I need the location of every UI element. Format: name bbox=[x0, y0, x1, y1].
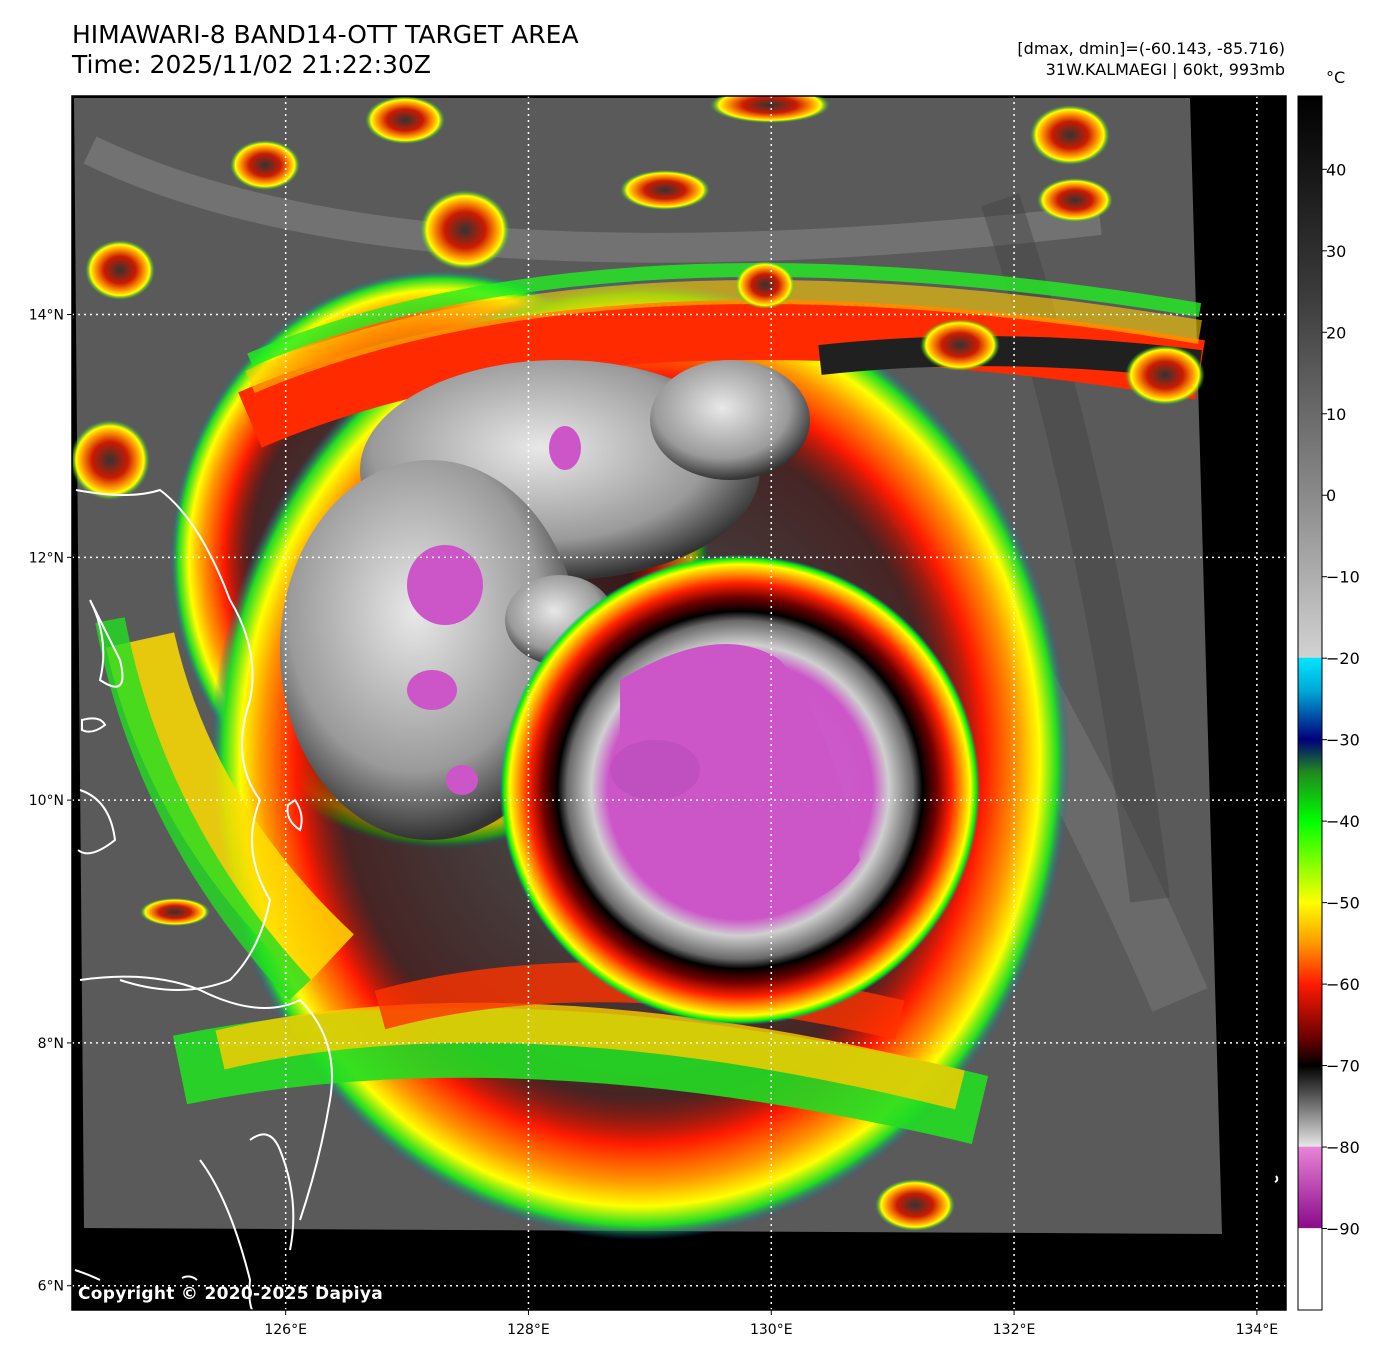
colorbar-tick-label: −30 bbox=[1326, 731, 1360, 750]
lat-tick-label: 12°N bbox=[29, 550, 64, 566]
lon-tick-label: 130°E bbox=[750, 1322, 793, 1338]
colorbar-gradient bbox=[1297, 95, 1323, 1311]
graticule bbox=[72, 96, 1286, 1310]
axis-labels: 14°N 12°N 10°N 8°N 6°N 126°E 128°E 130°E 132°E 13… bbox=[29, 308, 1278, 1338]
copyright-text: Copyright © 2020-2025 Dapiya bbox=[78, 1284, 383, 1304]
lon-tick-label: 134°E bbox=[1236, 1322, 1279, 1338]
colorbar-tick-label: −60 bbox=[1326, 975, 1360, 994]
lat-tick-label: 6°N bbox=[38, 1279, 64, 1295]
plot-frame bbox=[71, 95, 1287, 1311]
lat-tick-label: 10°N bbox=[29, 793, 64, 809]
lon-tick-label: 126°E bbox=[264, 1322, 307, 1338]
temperature-colorbar: 40 30 20 10 0 −10 −20 −30 −40 −50 −60 −70 −80 −90 bbox=[1297, 95, 1360, 1311]
colorbar-tick-label: −70 bbox=[1326, 1057, 1360, 1076]
chart-title: HIMAWARI-8 BAND14-OTT TARGET AREA Time: … bbox=[72, 20, 579, 80]
colorbar-tick-label: −50 bbox=[1326, 894, 1360, 913]
lon-tick-label: 128°E bbox=[507, 1322, 550, 1338]
colorbar-tick-label: −20 bbox=[1326, 649, 1360, 668]
title-line-1: HIMAWARI-8 BAND14-OTT TARGET AREA bbox=[72, 20, 579, 49]
storm-info: [dmax, dmin]=(-60.143, -85.716) 31W.KALM… bbox=[1017, 38, 1285, 80]
colorbar-tick-label: −80 bbox=[1326, 1138, 1360, 1157]
colorbar-tick-label: −90 bbox=[1326, 1220, 1360, 1239]
lon-tick-label: 132°E bbox=[993, 1322, 1036, 1338]
storm-name-label: 31W.KALMAEGI | 60kt, 993mb bbox=[1045, 60, 1285, 79]
colorbar-tick-label: 40 bbox=[1326, 160, 1346, 179]
colorbar-tick-label: 0 bbox=[1326, 486, 1336, 505]
colorbar-tick-label: 20 bbox=[1326, 323, 1346, 342]
title-line-2: Time: 2025/11/02 21:22:30Z bbox=[72, 50, 431, 79]
colorbar-tick-label: 10 bbox=[1326, 405, 1346, 424]
imagery-layer bbox=[72, 96, 1279, 1310]
colorbar-tick-label: 30 bbox=[1326, 242, 1346, 261]
dmax-dmin-label: [dmax, dmin]=(-60.143, -85.716) bbox=[1017, 39, 1285, 58]
lat-tick-label: 14°N bbox=[29, 308, 64, 324]
colorbar-unit: °C bbox=[1326, 68, 1346, 87]
colorbar-tick-label: −40 bbox=[1326, 812, 1360, 831]
colorbar-tick-label: −10 bbox=[1326, 568, 1360, 587]
lat-tick-label: 8°N bbox=[38, 1036, 64, 1052]
